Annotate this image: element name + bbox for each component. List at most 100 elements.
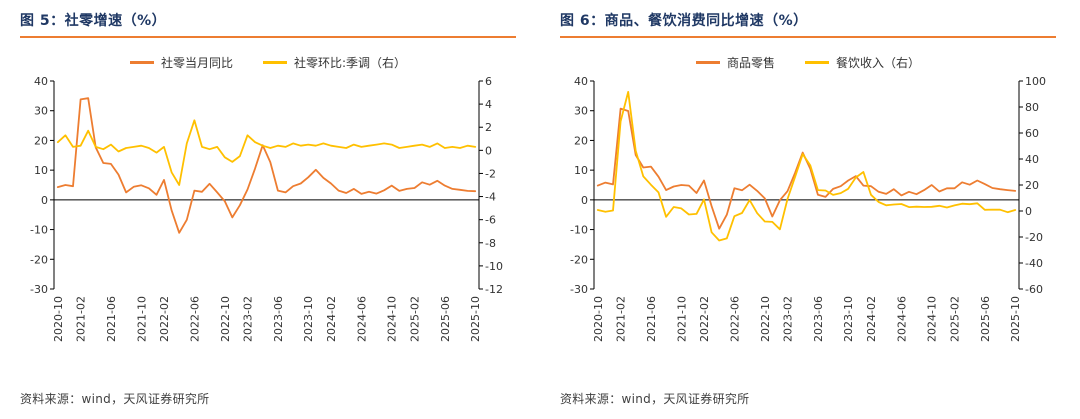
- x-tick-label: 2023-06: [812, 296, 825, 342]
- x-tick-label: 2025-02: [408, 296, 421, 342]
- legend-label: 社零当月同比: [160, 56, 233, 70]
- figure-5-chart-canvas: 403020100-10-20-306420-2-4-6-8-10-122020…: [30, 75, 503, 342]
- x-tick-label: 2021-02: [615, 296, 628, 342]
- figure-5-title: 图 5：社零增速（%）: [20, 13, 167, 29]
- right-tick-label: 0: [485, 144, 492, 157]
- right-tick-label: -2: [485, 167, 496, 180]
- left-tick-label: 20: [34, 134, 48, 147]
- figure-6-legend: 商品零售 餐饮收入（右）: [560, 54, 1056, 71]
- title-underline: [560, 36, 1056, 38]
- x-tick-label: 2024-06: [355, 296, 368, 342]
- x-tick-label: 2024-02: [865, 296, 878, 342]
- x-tick-label: 2022-06: [188, 296, 201, 342]
- right-tick-label: -10: [485, 260, 503, 273]
- legend-line-swatch-orange: [129, 61, 154, 64]
- left-tick-label: 10: [34, 164, 48, 177]
- left-tick-label: 10: [574, 164, 588, 177]
- x-tick-label: 2020-10: [592, 296, 605, 342]
- legend-label: 商品零售: [726, 56, 775, 70]
- x-tick-label: 2025-06: [439, 296, 452, 342]
- legend-item: 社零环比:季调（右）: [262, 54, 407, 71]
- left-axis-ticks: 40 30 20 10 0 -10 -20 -30: [570, 75, 594, 296]
- left-tick-label: -10: [30, 224, 48, 237]
- right-tick-label: 2: [485, 121, 492, 134]
- x-tick-label: 2025-10: [1009, 296, 1022, 342]
- figure-6-title: 图 6：商品、餐饮消费同比增速（%）: [560, 13, 808, 29]
- legend-label: 餐饮收入（右）: [836, 56, 921, 70]
- left-tick-label: 30: [34, 105, 48, 118]
- x-tick-label: 2022-06: [728, 296, 741, 342]
- series-line-left: [596, 107, 1017, 230]
- x-tick-label: 2025-10: [469, 296, 482, 342]
- x-tick-label: 2022-02: [698, 296, 711, 342]
- chart-panel-figure-5: 图 5：社零增速（%） 社零当月同比 社零环比:季调（右） 40 30 20 10 0-…: [20, 13, 516, 406]
- right-tick-label: 20: [1025, 179, 1039, 192]
- legend-line-swatch-orange: [695, 61, 720, 64]
- left-tick-label: 0: [581, 194, 588, 207]
- x-axis-tick-labels: 2020-10 2021-02 2021-06 2021-10 2022-02 2022-…: [592, 296, 1022, 342]
- x-tick-label: 2021-02: [75, 296, 88, 342]
- right-tick-label: -20: [1025, 231, 1043, 244]
- x-tick-label: 2023-06: [272, 296, 285, 342]
- figure-5-legend: 社零当月同比 社零环比:季调（右）: [20, 54, 516, 71]
- figure-6-source: 资料来源：wind，天风证券研究所: [560, 392, 750, 406]
- right-tick-label: 100: [1025, 75, 1046, 88]
- series-line-right: [56, 119, 477, 186]
- right-tick-label: -8: [485, 237, 496, 250]
- x-tick-label: 2024-10: [386, 296, 399, 342]
- right-tick-label: 6: [485, 75, 492, 88]
- x-tick-label: 2023-10: [302, 296, 315, 342]
- x-tick-label: 2021-10: [135, 296, 148, 342]
- x-tick-label: 2022-10: [219, 296, 232, 342]
- right-tick-label: -60: [1025, 283, 1043, 296]
- left-tick-label: 20: [574, 134, 588, 147]
- left-axis-ticks: 40 30 20 10 0 -10 -20 -30: [30, 75, 54, 296]
- left-tick-label: 40: [34, 75, 48, 88]
- x-tick-label: 2023-02: [782, 296, 795, 342]
- right-tick-label: 80: [1025, 101, 1039, 114]
- legend-item: 餐饮收入（右）: [805, 54, 920, 71]
- x-tick-label: 2021-06: [645, 296, 658, 342]
- legend-line-swatch-gold: [805, 61, 829, 64]
- x-tick-label: 2024-10: [926, 296, 939, 342]
- right-tick-label: -40: [1025, 257, 1043, 270]
- chart-panel-figure-6: 图 6：商品、餐饮消费同比增速（%） 商品零售 餐饮收入（右） 40 30 20 10…: [540, 0, 1080, 419]
- x-tick-label: 2021-10: [675, 296, 688, 342]
- legend-item: 社零当月同比: [129, 54, 233, 71]
- x-tick-label: 2025-02: [948, 296, 961, 342]
- x-tick-label: 2023-02: [242, 296, 255, 342]
- left-tick-label: -30: [30, 283, 48, 296]
- x-tick-label: 2025-06: [979, 296, 992, 342]
- left-tick-label: -20: [570, 253, 588, 266]
- figure-5-source: 资料来源：wind，天风证券研究所: [20, 392, 210, 406]
- title-underline: [20, 36, 516, 38]
- left-tick-label: -30: [570, 283, 588, 296]
- left-tick-label: -20: [30, 253, 48, 266]
- legend-item: 商品零售: [695, 54, 775, 71]
- series-line-right: [596, 90, 1017, 242]
- right-tick-label: -6: [485, 214, 496, 227]
- right-axis-ticks: 100 80 60 40 20 0 -20 -40 -60: [1019, 75, 1046, 296]
- left-tick-label: 40: [574, 75, 588, 88]
- x-tick-label: 2023-10: [842, 296, 855, 342]
- x-tick-label: 2021-06: [105, 296, 118, 342]
- x-axis-tick-labels: 2020-10 2021-02 2021-06 2021-10 2022-02 2022-…: [52, 296, 482, 342]
- x-tick-label: 2024-06: [895, 296, 908, 342]
- right-tick-label: 60: [1025, 127, 1039, 140]
- left-tick-label: -10: [570, 224, 588, 237]
- right-axis-ticks: 6 4 2 0 -2 -4 -6 -8 -10 -12: [479, 75, 503, 296]
- series-line-left: [56, 97, 477, 234]
- right-tick-label: 40: [1025, 153, 1039, 166]
- legend-label: 社零环比:季调（右）: [293, 56, 407, 70]
- x-tick-label: 2020-10: [52, 296, 65, 342]
- x-tick-label: 2022-02: [158, 296, 171, 342]
- x-tick-label: 2022-10: [759, 296, 772, 342]
- right-tick-label: -12: [485, 283, 503, 296]
- x-tick-label: 2024-02: [325, 296, 338, 342]
- figure-6-chart-canvas: 403020100-10-20-30100806040200-20-40-602…: [570, 75, 1046, 342]
- legend-line-swatch-gold: [262, 61, 287, 64]
- left-tick-label: 0: [41, 194, 48, 207]
- right-tick-label: 0: [1025, 205, 1032, 218]
- right-tick-label: 4: [485, 98, 492, 111]
